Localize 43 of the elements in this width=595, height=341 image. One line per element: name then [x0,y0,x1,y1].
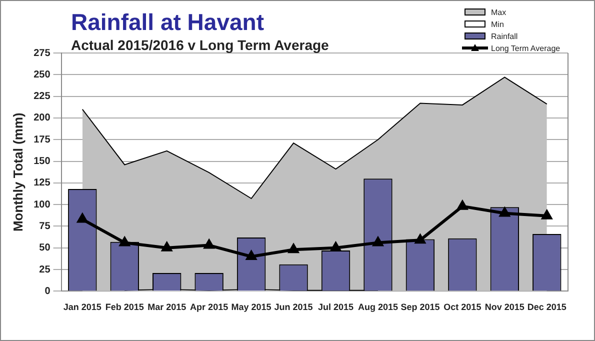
point [120,237,130,246]
x-tick-label: Aug 2015 [358,302,398,312]
point [542,210,552,220]
y-tick-label: 200 [34,112,51,124]
y-tick-label: 75 [39,220,51,232]
x-tick-label: Mar 2015 [148,302,186,312]
y-tick-label: 0 [44,286,51,297]
point [415,234,426,244]
point [288,244,298,254]
y-tick-label: 25 [39,264,51,276]
x-tick-label: Oct 2015 [444,302,482,312]
point [500,208,510,217]
chart-title: Rainfall at Havant [71,9,264,36]
y-tick-label: 150 [34,156,51,168]
x-tick-label: Apr 2015 [190,302,228,312]
point [457,200,468,210]
x-tick-label: Sep 2015 [400,302,440,312]
x-tick-label: Feb 2015 [105,302,144,312]
x-tick-label: Jun 2015 [274,302,313,312]
point [162,242,172,252]
chart-subtitle: Actual 2015/2016 v Long Term Average [71,37,329,53]
legend-label: Long Term Average [491,44,560,52]
y-tick-label: 275 [34,48,51,59]
x-tick-label: Jan 2015 [63,302,102,312]
x-tick-label: Jul 2015 [318,302,354,312]
y-tick-label: 50 [39,242,51,254]
point [77,214,88,223]
point [330,242,341,252]
y-tick-label: 225 [34,91,51,102]
legend-label: Max [491,8,506,16]
y-tick-label: 125 [34,178,51,189]
x-tick-label: Dec 2015 [527,302,566,312]
point [204,240,214,249]
y-axis-title: Monthly Total (mm) [10,112,26,232]
y-tick-label: 250 [34,69,51,80]
y-tick-label: 175 [34,134,51,146]
x-tick-label: Nov 2015 [484,302,524,312]
y-tick-label: 100 [34,199,51,210]
legend-label: Min [491,20,504,28]
point [373,237,383,246]
point [246,251,256,260]
legend-label: Rainfall [491,32,518,40]
x-tick-label: May 2015 [231,302,272,312]
